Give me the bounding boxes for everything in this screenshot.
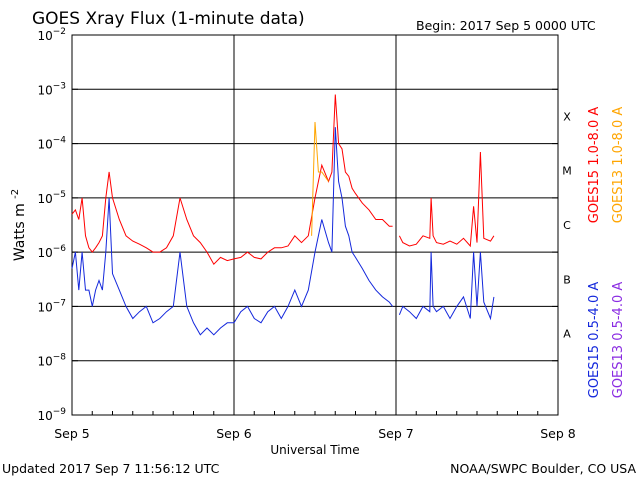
x-tick-label: Sep 8 <box>540 426 576 441</box>
y-axis-ticks: 10−2 10−3 10−4 10−5 10−6 10−7 10−8 10−9 <box>37 27 558 423</box>
x-tick-label: Sep 6 <box>216 426 252 441</box>
series-line-goes13_long <box>311 121 329 236</box>
x-tick-label: Sep 5 <box>54 426 90 441</box>
y-axis-label: Watts m -2 <box>10 189 28 261</box>
begin-time: Begin: 2017 Sep 5 0000 UTC <box>416 18 596 33</box>
updated-timestamp: Updated 2017 Sep 7 11:56:12 UTC <box>2 461 220 476</box>
flare-class-label: B <box>563 273 571 286</box>
legend: GOES15 1.0-8.0 A GOES13 1.0-8.0 A GOES15 0… <box>587 107 626 399</box>
flare-class-label: C <box>563 219 571 232</box>
y-tick-label: 10−3 <box>37 81 66 97</box>
y-tick-label: 10−4 <box>37 136 66 152</box>
series-line-goes15_short <box>71 127 495 336</box>
x-tick-label: Sep 7 <box>378 426 414 441</box>
legend-label: GOES15 1.0-8.0 A <box>587 107 602 224</box>
series-line-goes15_long <box>71 94 495 266</box>
legend-label: GOES13 1.0-8.0 A <box>611 107 626 224</box>
svg-text:Watts m -2: Watts m -2 <box>10 189 28 261</box>
legend-entry: GOES15 0.5-4.0 A <box>587 282 602 399</box>
legend-entry: GOES13 1.0-8.0 A <box>611 107 626 224</box>
plot-frame <box>71 34 559 416</box>
x-axis-label: Universal Time <box>270 443 359 457</box>
series-lines <box>71 94 495 336</box>
flare-class-label: X <box>563 110 571 123</box>
flare-class-label: A <box>563 328 571 341</box>
y-tick-label: 10−2 <box>37 27 66 43</box>
legend-entry: GOES15 1.0-8.0 A <box>587 107 602 224</box>
legend-label: GOES15 0.5-4.0 A <box>587 282 602 399</box>
y-tick-label: 10−9 <box>37 407 66 423</box>
flare-class-label: M <box>562 165 572 178</box>
y-axis-label-exponent: -2 <box>10 189 21 199</box>
y-axis-label-main: Watts m <box>12 203 28 261</box>
chart-title: GOES Xray Flux (1-minute data) <box>32 9 305 29</box>
y-tick-label: 10−8 <box>37 353 66 369</box>
flare-class-labels: X M C B A <box>562 110 572 340</box>
y-tick-label: 10−5 <box>37 190 66 206</box>
legend-entry: GOES13 0.5-4.0 A <box>611 282 626 399</box>
x-axis-ticks: Sep 5 Sep 6 Sep 7 Sep 8 <box>54 35 576 441</box>
legend-label: GOES13 0.5-4.0 A <box>611 282 626 399</box>
credit-text: NOAA/SWPC Boulder, CO USA <box>450 461 636 476</box>
y-tick-label: 10−7 <box>37 298 66 314</box>
y-tick-label: 10−6 <box>37 244 66 260</box>
